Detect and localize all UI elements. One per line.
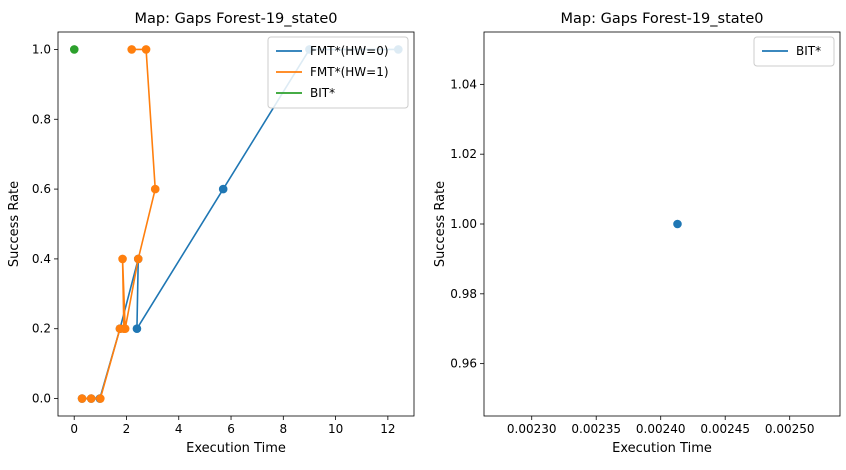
y-tick-label: 1.00 bbox=[450, 217, 477, 231]
legend-label: BIT* bbox=[310, 86, 335, 100]
data-point bbox=[77, 394, 87, 403]
y-tick-label: 1.04 bbox=[450, 77, 477, 91]
x-tick-label: 0.00240 bbox=[636, 422, 686, 436]
data-point bbox=[86, 394, 96, 403]
plot-frame bbox=[483, 31, 841, 417]
y-axis-label: Success Rate bbox=[433, 181, 448, 267]
data-point bbox=[118, 254, 127, 264]
chart-panel-2: 0.00230 0.00235 0.00240 0.00245 0.00250 0.96 0… bbox=[433, 11, 841, 456]
x-tick-label: 0.00250 bbox=[765, 422, 815, 436]
x-tick-label: 0.00245 bbox=[700, 422, 750, 436]
x-tick-label: 12 bbox=[380, 422, 395, 436]
data-point bbox=[132, 324, 142, 334]
legend-label: BIT* bbox=[796, 44, 821, 58]
chart-title: Map: Gaps Forest-19_state0 bbox=[135, 11, 338, 27]
x-tick-label: 0.00230 bbox=[507, 422, 557, 436]
series-2 bbox=[77, 45, 160, 403]
legend: BIT* bbox=[753, 36, 835, 67]
legend-label: FMT*(HW=1) bbox=[310, 65, 389, 79]
legend-box bbox=[267, 36, 409, 109]
data-point bbox=[141, 45, 151, 54]
data-point bbox=[69, 45, 79, 54]
y-tick-label: 0.6 bbox=[32, 182, 51, 196]
y-tick-label: 0.8 bbox=[32, 112, 51, 126]
chart-title: Map: Gaps Forest-19_state0 bbox=[561, 11, 764, 27]
data-point bbox=[133, 254, 143, 264]
data-point bbox=[218, 184, 228, 194]
legend-box bbox=[753, 36, 835, 67]
data-point bbox=[96, 394, 105, 403]
x-tick-label: 8 bbox=[279, 422, 287, 436]
x-tick-label: 0 bbox=[70, 422, 78, 436]
y-axis-label: Success Rate bbox=[7, 181, 22, 267]
series-line bbox=[82, 48, 157, 400]
data-point bbox=[673, 219, 682, 229]
x-tick-label: 4 bbox=[175, 422, 183, 436]
y-tick-label: 0.96 bbox=[450, 357, 477, 371]
x-tick-label: 6 bbox=[227, 422, 235, 436]
y-tick-label: 0.4 bbox=[32, 252, 51, 266]
x-axis-label: Execution Time bbox=[186, 441, 286, 456]
x-tick-label: 0.00235 bbox=[571, 422, 621, 436]
x-tick-label: 10 bbox=[328, 422, 343, 436]
data-point bbox=[120, 324, 130, 334]
y-tick-label: 0.0 bbox=[32, 392, 51, 406]
legend: FMT*(HW=0) FMT*(HW=1) BIT* bbox=[267, 36, 409, 109]
data-point bbox=[150, 184, 160, 194]
y-tick-label: 0.98 bbox=[450, 287, 477, 301]
y-tick-label: 1.02 bbox=[450, 147, 477, 161]
chart-panel-1: 0 2 4 6 8 10 12 0.0 0.2 0.4 0.6 0.8 1.0 Map: Gaps For… bbox=[7, 11, 415, 456]
plot-frame bbox=[57, 31, 415, 417]
y-tick-label: 0.2 bbox=[32, 322, 51, 336]
x-tick-label: 2 bbox=[123, 422, 131, 436]
series-1 bbox=[673, 219, 682, 229]
legend-label: FMT*(HW=0) bbox=[310, 44, 389, 58]
x-axis-label: Execution Time bbox=[612, 441, 712, 456]
series-3 bbox=[69, 45, 79, 54]
data-point bbox=[127, 45, 137, 54]
y-tick-label: 1.0 bbox=[32, 42, 51, 56]
